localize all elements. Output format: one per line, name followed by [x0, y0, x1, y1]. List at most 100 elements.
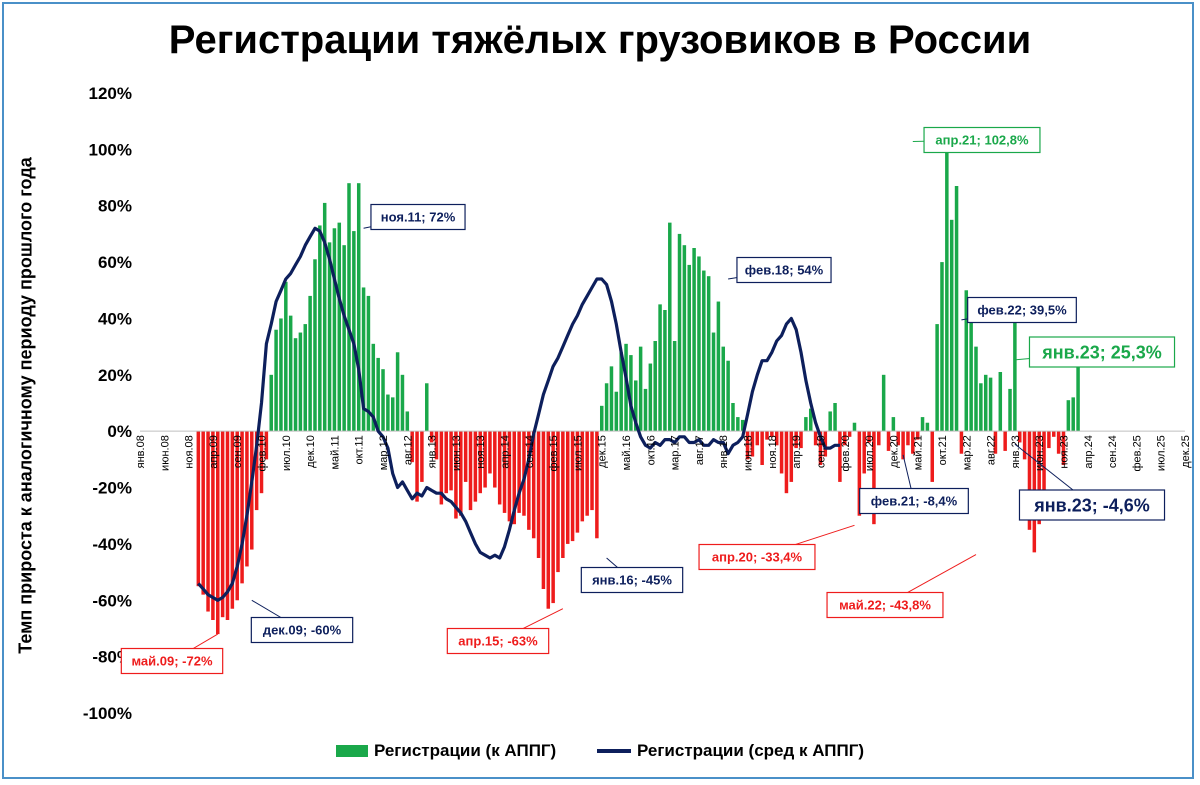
bar — [852, 422, 857, 432]
bar — [439, 431, 444, 505]
bar — [638, 346, 643, 432]
annotation-box — [859, 487, 969, 515]
bar — [979, 383, 983, 432]
bar — [867, 431, 871, 443]
bar — [1037, 431, 1041, 525]
bar — [342, 245, 346, 432]
legend-label-line: Регистрации (сред к АППГ) — [636, 740, 865, 760]
bar — [1047, 431, 1051, 449]
bar — [284, 281, 288, 432]
bar — [459, 431, 463, 516]
bar — [497, 431, 502, 505]
bar — [279, 318, 283, 432]
x-tick-label: янв.18 — [718, 435, 730, 468]
bar — [196, 431, 201, 587]
bar — [337, 222, 342, 432]
bar — [531, 431, 536, 539]
bar — [721, 346, 726, 432]
x-tick-label: дек.15 — [597, 435, 609, 468]
y-tick-label: 60% — [98, 253, 132, 272]
bar — [881, 374, 886, 432]
bar — [740, 419, 745, 432]
x-tick-label: авг.12 — [402, 435, 414, 465]
bar — [745, 431, 750, 460]
bar — [1022, 431, 1027, 460]
bar — [211, 431, 215, 620]
bar — [677, 233, 682, 432]
bar — [313, 259, 317, 432]
bar — [298, 332, 303, 432]
bar — [760, 431, 764, 465]
bar — [906, 431, 910, 446]
bar — [862, 431, 866, 474]
annotation-label: янв.16; -45% — [592, 573, 672, 588]
bar — [517, 431, 521, 513]
x-tick-label: дек.25 — [1180, 435, 1192, 468]
x-tick-label: мар.17 — [670, 435, 682, 470]
x-tick-label: май.16 — [621, 435, 633, 470]
bar — [322, 202, 327, 432]
bar — [245, 431, 249, 567]
annotation-box — [1018, 489, 1166, 521]
bar — [634, 380, 638, 432]
bar — [915, 431, 920, 440]
x-tick-label: июл.25 — [1156, 435, 1168, 471]
bar — [804, 417, 808, 432]
annotation-label: янв.23; -4,6% — [1033, 495, 1149, 515]
x-tick-label: июл.20 — [864, 435, 876, 471]
bar — [770, 431, 774, 437]
x-tick-label: июн.13 — [451, 435, 463, 471]
bar — [449, 431, 453, 491]
y-tick-label: 120% — [89, 84, 132, 103]
bar — [697, 256, 701, 432]
bar — [726, 360, 730, 432]
bar — [959, 431, 964, 454]
bar — [1013, 310, 1017, 432]
x-tick-label: ноя.13 — [475, 435, 487, 468]
bar — [1071, 397, 1075, 432]
bar — [395, 352, 400, 432]
bar — [964, 290, 969, 432]
bar — [463, 431, 468, 482]
bar — [784, 431, 789, 494]
x-tick-label: сен.19 — [815, 435, 827, 468]
bar — [361, 287, 366, 432]
x-tick-label: янв.23 — [1010, 435, 1022, 468]
annotation-label: апр.20; -33,4% — [712, 550, 803, 565]
bar — [259, 431, 264, 494]
bar — [828, 411, 832, 432]
bar — [920, 417, 925, 432]
bar — [969, 304, 973, 432]
bar — [648, 363, 653, 432]
bar — [1056, 431, 1061, 454]
bar — [356, 183, 361, 432]
bar — [619, 352, 623, 432]
annotation-box — [967, 296, 1077, 324]
annotation-box — [1028, 336, 1176, 368]
annotation-label: май.09; -72% — [131, 654, 212, 669]
bar — [225, 431, 230, 620]
bar — [731, 403, 735, 432]
legend-item-line: Регистрации (сред к АППГ) — [596, 740, 865, 761]
bar — [1052, 431, 1056, 437]
bar — [896, 431, 900, 446]
bar — [473, 431, 478, 502]
bar — [983, 374, 988, 432]
bar — [857, 431, 862, 516]
annotation-box — [736, 256, 832, 284]
x-tick-label: ноя.18 — [767, 435, 779, 468]
bar — [838, 431, 842, 482]
bar — [303, 324, 308, 432]
y-tick-label: -20% — [92, 479, 132, 498]
annotation-box — [120, 647, 224, 675]
bar — [663, 310, 667, 432]
x-tick-label: окт.21 — [937, 435, 949, 465]
annotation-box — [446, 627, 550, 655]
bar — [502, 431, 507, 513]
x-tick-label: июл.15 — [572, 435, 584, 471]
legend-item-bars: Регистрации (к АППГ) — [335, 741, 556, 761]
bar — [954, 186, 959, 432]
bar — [911, 431, 915, 454]
bar — [818, 431, 823, 465]
